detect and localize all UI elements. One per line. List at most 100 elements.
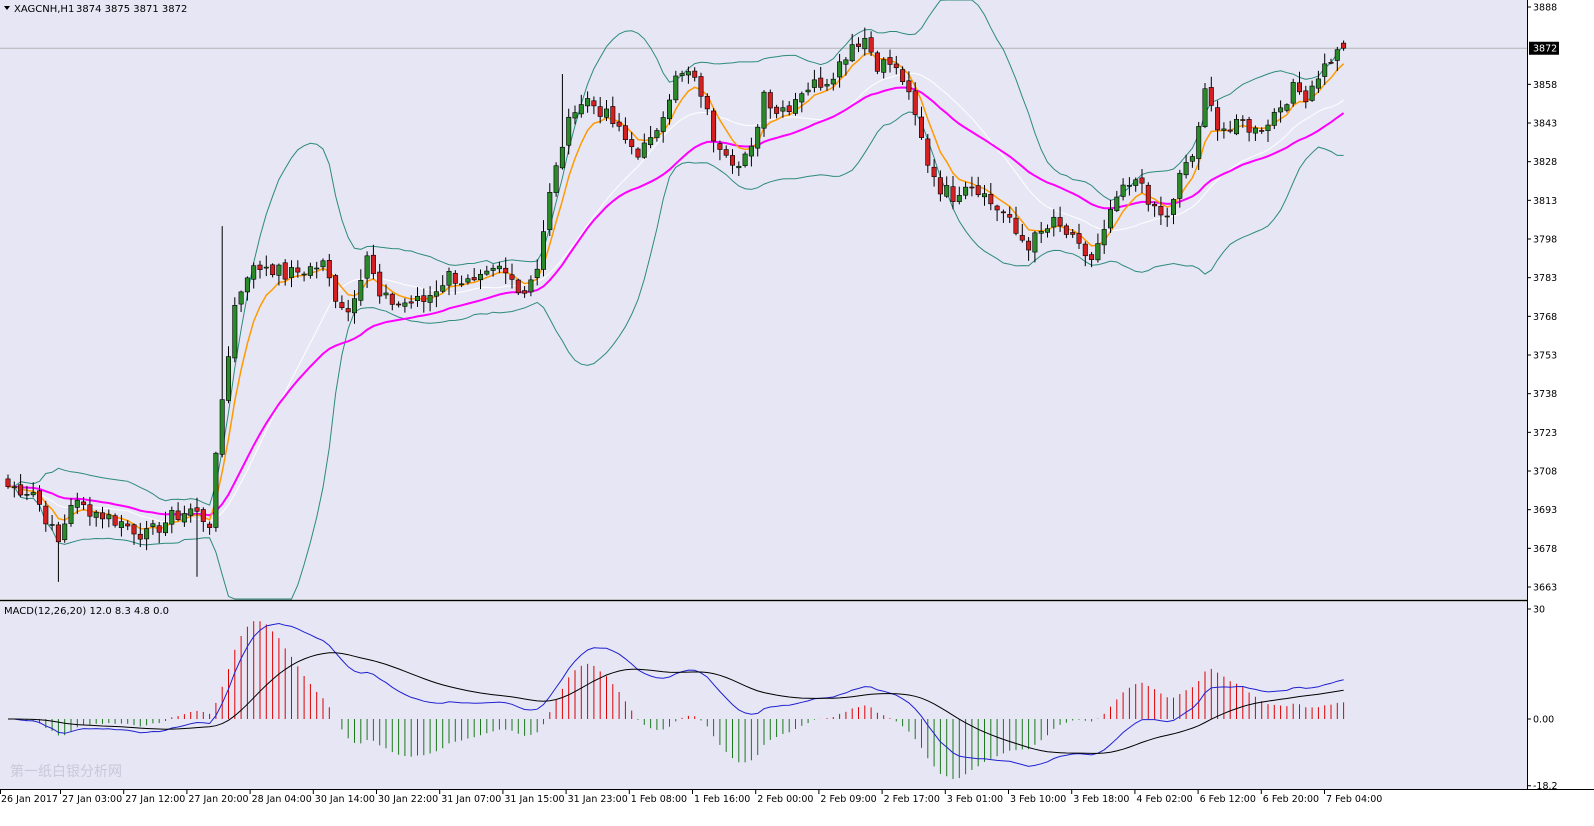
price-tick-label: 3708 — [1533, 467, 1557, 478]
macd-indicator — [8, 621, 1345, 779]
candle-body — [244, 277, 250, 293]
candle-body — [1126, 185, 1132, 187]
candle-body — [43, 505, 49, 525]
candle-body — [1057, 217, 1063, 227]
candle-body — [351, 298, 357, 314]
price-tick-label: 3888 — [1533, 3, 1557, 14]
candle-body — [263, 266, 269, 269]
candle-body — [937, 177, 943, 195]
macd-pane-background[interactable] — [0, 602, 1527, 789]
candle-body — [704, 95, 710, 110]
candle-body — [616, 121, 622, 127]
candle-body — [994, 205, 1000, 211]
candle-body — [314, 267, 320, 270]
candle-body — [1095, 243, 1101, 261]
candle-body — [597, 106, 603, 117]
candle-body — [887, 57, 893, 65]
time-tick-label: 2 Feb 00:00 — [757, 794, 813, 805]
candle-body — [1063, 225, 1069, 235]
candle-body — [1234, 118, 1240, 135]
candle-body — [55, 524, 61, 543]
candle-body — [1227, 129, 1233, 132]
candle-body — [900, 69, 906, 82]
candle-body — [389, 293, 395, 305]
time-tick-label: 2 Feb 09:00 — [820, 794, 876, 805]
candle-body — [11, 486, 17, 489]
time-tick-label: 31 Jan 07:00 — [441, 794, 501, 805]
candle-body — [1215, 107, 1221, 131]
time-tick-label: 4 Feb 02:00 — [1136, 794, 1192, 805]
candle-body — [1171, 199, 1177, 215]
current-price-tag — [1529, 41, 1559, 55]
candle-body — [811, 79, 817, 88]
candle-body — [837, 61, 843, 78]
macd-axis[interactable]: 30 0.00 -18.2 — [1527, 605, 1558, 793]
candle-body — [1019, 235, 1025, 241]
candle-body — [805, 89, 811, 93]
candle-body — [855, 43, 861, 47]
candle-body — [1240, 119, 1246, 121]
candle-body — [1341, 42, 1347, 49]
candle-body — [131, 524, 137, 535]
candle-body — [868, 37, 874, 53]
candle-body — [421, 295, 427, 302]
candle-body — [792, 99, 798, 114]
current-price-value: 3872 — [1533, 44, 1557, 55]
candle-body — [1315, 78, 1321, 89]
candle-body — [824, 84, 830, 87]
candle-body — [925, 138, 931, 166]
candle-body — [1076, 233, 1082, 244]
candle-body — [1189, 156, 1195, 162]
candle-body — [755, 126, 761, 149]
candle-body — [118, 521, 124, 529]
price-axis[interactable]: 3888 3858 3843 3828 3813 3798 3783 3768 3753 3738… — [1527, 3, 1557, 594]
dropdown-triangle-icon[interactable] — [4, 6, 10, 10]
time-axis[interactable]: 26 Jan 2017 27 Jan 03:00 27 Jan 12:00 27 Ja… — [0, 789, 1383, 805]
candle-body — [333, 275, 339, 302]
candle-body — [572, 112, 578, 119]
candle-body — [503, 267, 509, 274]
price-tick-label: 3663 — [1533, 583, 1557, 594]
time-tick-label: 31 Jan 15:00 — [504, 794, 564, 805]
price-candles[interactable] — [5, 27, 1347, 582]
candle-body — [1007, 214, 1013, 218]
candle-body — [427, 295, 433, 303]
candle-body — [906, 80, 912, 93]
candle-body — [786, 105, 792, 112]
candle-body — [1202, 88, 1208, 127]
candle-body — [169, 510, 175, 525]
candle-body — [874, 52, 880, 72]
ma-mid-line — [7, 72, 1344, 523]
candle-body — [843, 59, 849, 65]
symbol-label: XAGCNH,H1 — [14, 4, 74, 15]
candle-body — [698, 76, 704, 97]
macd-signal-line — [8, 652, 1344, 754]
candle-body — [238, 291, 244, 305]
candle-body — [685, 71, 691, 76]
candle-body — [635, 148, 641, 158]
candle-body — [629, 139, 635, 147]
candle-body — [1152, 204, 1158, 207]
time-tick-label: 3 Feb 18:00 — [1073, 794, 1129, 805]
candle-body — [1164, 215, 1170, 218]
moving-averages — [7, 52, 1345, 530]
candle-body — [1196, 126, 1202, 159]
candle-body — [559, 146, 565, 169]
candle-body — [711, 110, 717, 142]
candle-body — [767, 92, 773, 109]
candle-body — [496, 265, 502, 270]
candle-body — [100, 512, 106, 520]
candle-body — [862, 37, 868, 50]
candle-body — [383, 292, 389, 296]
candle-body — [320, 260, 326, 268]
candle-body — [257, 264, 263, 270]
price-tick-label: 3753 — [1533, 351, 1557, 362]
candle-body — [1013, 217, 1019, 234]
candle-body — [207, 523, 213, 528]
candle-body — [931, 166, 937, 178]
time-tick-label: 27 Jan 12:00 — [125, 794, 185, 805]
candle-body — [1328, 62, 1334, 64]
candle-body — [137, 533, 143, 540]
candle-body — [893, 63, 899, 69]
